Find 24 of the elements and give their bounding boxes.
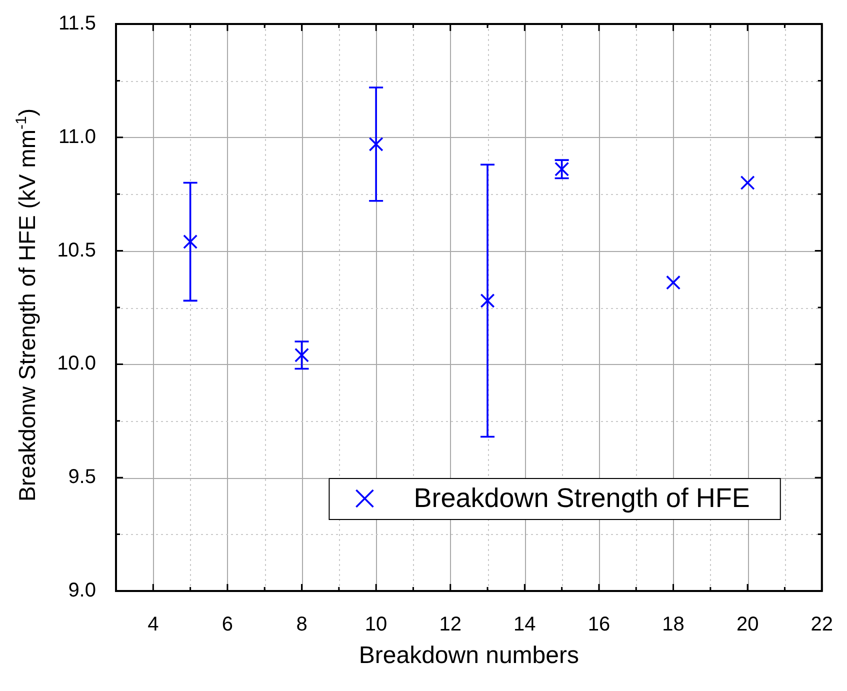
x-tick-label: 18: [662, 614, 684, 636]
point: [666, 275, 681, 290]
y-tick-label: 9.5: [68, 466, 96, 488]
x-tick-label: 8: [296, 614, 308, 636]
y-tick-label: 10.0: [57, 352, 96, 375]
point: [740, 175, 755, 190]
x-tick-label: 12: [439, 614, 462, 636]
point: [480, 293, 495, 308]
y-tick-label: 11.0: [58, 126, 96, 148]
x-tick-label: 4: [148, 614, 159, 636]
x-tick-label: 20: [736, 614, 759, 636]
point: [294, 348, 310, 362]
point: [368, 136, 384, 152]
x-axis-title: Breakdown numbers: [358, 642, 579, 670]
point: [183, 234, 198, 249]
y-tick-label: 9.0: [68, 580, 96, 602]
y-tick-label: 10.5: [57, 239, 96, 262]
legend-label: Breakdown Strength of HFE: [414, 482, 750, 513]
x-tick-label: 16: [588, 614, 610, 636]
y-tick-label: 11.5: [58, 12, 96, 35]
x-tick-label: 14: [514, 614, 536, 636]
x-tick-label: 22: [810, 614, 833, 636]
x-tick-label: 10: [364, 614, 388, 636]
x-tick-label: 6: [222, 614, 234, 636]
